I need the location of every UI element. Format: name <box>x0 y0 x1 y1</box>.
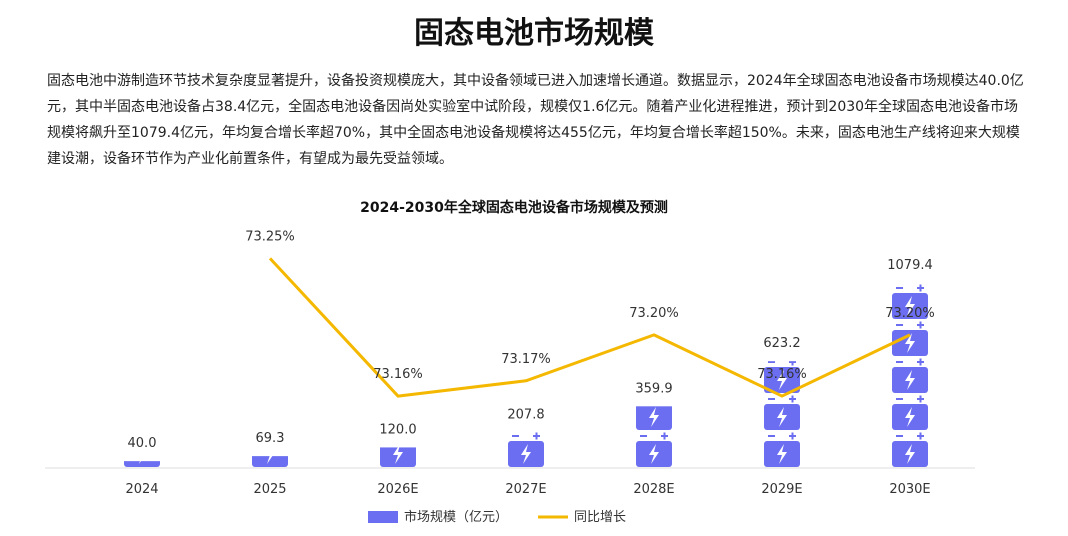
line-value-label: 73.20% <box>885 306 935 321</box>
legend-label: 同比增长 <box>574 510 626 525</box>
bar-value-label: 207.8 <box>507 407 544 422</box>
legend-swatch <box>368 511 398 523</box>
paragraph: 固态电池中游制造环节技术复杂度显著提升，设备投资规模庞大，其中设备领域已进入加速… <box>47 73 1024 167</box>
legend-label: 市场规模（亿元） <box>404 509 508 525</box>
x-tick-label: 2028E <box>633 482 674 497</box>
x-tick-label: 2030E <box>889 482 930 497</box>
line-value-label: 73.17% <box>501 352 551 367</box>
line <box>268 257 911 398</box>
bar-value-label: 40.0 <box>128 436 157 451</box>
bar-value-label: 120.0 <box>379 422 416 437</box>
bar-value-label: 1079.4 <box>887 258 933 273</box>
line-value-label: 73.25% <box>245 229 295 244</box>
x-tick-label: 2024 <box>125 482 158 497</box>
x-tick-label: 2027E <box>505 482 546 497</box>
bar <box>506 432 546 468</box>
line-value-label: 73.16% <box>757 367 807 382</box>
x-tick-label: 2025 <box>253 482 286 497</box>
page-title: 固态电池市场规模 <box>414 16 654 51</box>
line-value-label: 73.20% <box>629 306 679 321</box>
bar-value-label: 359.9 <box>635 381 672 396</box>
bar-value-label: 69.3 <box>256 431 285 446</box>
bar <box>122 461 162 468</box>
bar-value-label: 623.2 <box>763 336 800 351</box>
bar <box>890 282 930 468</box>
chart-title: 2024-2030年全球固态电池设备市场规模及预测 <box>360 199 668 216</box>
bar <box>634 406 674 468</box>
bar <box>250 456 290 468</box>
bar <box>378 447 418 468</box>
line-value-label: 73.16% <box>373 367 423 382</box>
x-tick-label: 2026E <box>377 482 418 497</box>
x-tick-label: 2029E <box>761 482 802 497</box>
bar <box>762 361 802 468</box>
